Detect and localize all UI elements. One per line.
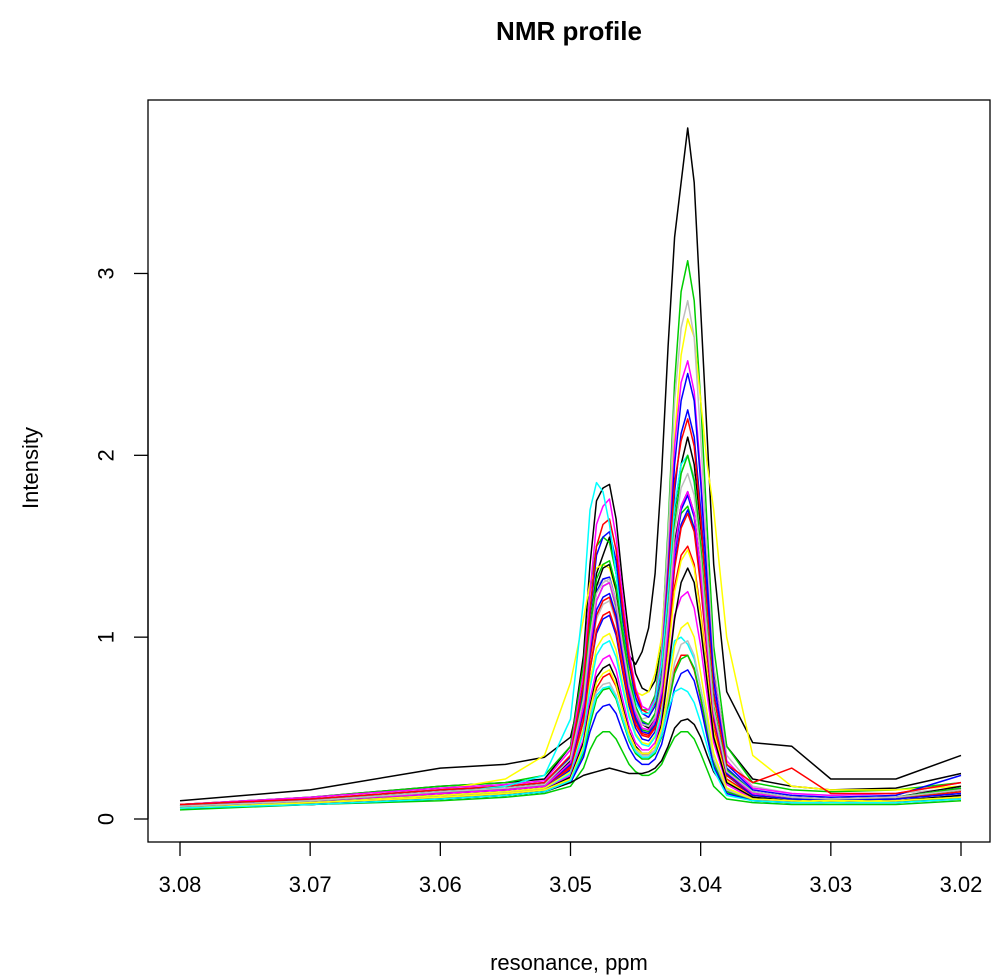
chart-title: NMR profile <box>496 16 642 46</box>
x-tick-label: 3.05 <box>549 872 592 897</box>
x-tick-label: 3.04 <box>679 872 722 897</box>
series-line <box>179 590 962 809</box>
x-axis-label: resonance, ppm <box>490 950 648 975</box>
series-layer <box>179 127 962 811</box>
y-tick-label: 0 <box>94 813 119 825</box>
plot-area <box>147 99 991 843</box>
series-line <box>179 318 962 808</box>
series-line <box>179 718 962 809</box>
x-tick-label: 3.03 <box>809 872 852 897</box>
y-axis: 0 1 2 3 <box>94 267 149 825</box>
y-axis-label: Intensity <box>18 427 43 509</box>
x-axis: 3.08 3.07 3.06 3.05 3.04 3.03 3.02 <box>159 841 983 897</box>
x-tick-label: 3.06 <box>419 872 462 897</box>
x-tick-label: 3.02 <box>940 872 983 897</box>
y-tick-label: 2 <box>94 449 119 461</box>
x-tick-label: 3.07 <box>289 872 332 897</box>
y-tick-label: 3 <box>94 267 119 279</box>
x-tick-label: 3.08 <box>159 872 202 897</box>
series-line <box>179 472 962 808</box>
series-line <box>179 669 962 809</box>
series-line <box>179 299 962 808</box>
series-line <box>179 259 962 806</box>
y-tick-label: 1 <box>94 631 119 643</box>
plot-frame <box>147 99 991 843</box>
series-line <box>179 685 962 809</box>
series-line <box>179 621 962 809</box>
series-line <box>179 127 962 802</box>
